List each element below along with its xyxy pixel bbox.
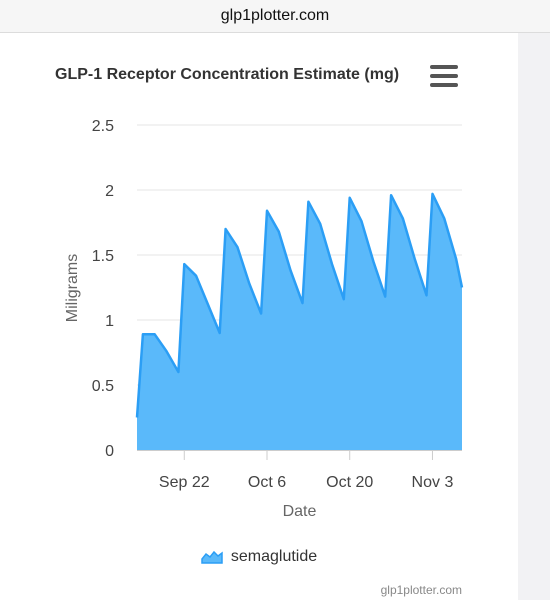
browser-address-bar[interactable]: glp1plotter.com xyxy=(0,0,550,33)
legend-item-semaglutide[interactable]: semaglutide xyxy=(0,548,518,566)
y-tick-label: 1.5 xyxy=(92,248,114,265)
url-text: glp1plotter.com xyxy=(220,7,330,24)
hamburger-menu-icon[interactable] xyxy=(430,65,458,87)
y-tick-label: 1 xyxy=(105,313,114,330)
x-tick-label: Nov 3 xyxy=(412,474,454,491)
menu-bar xyxy=(430,65,458,69)
y-tick-label: 2 xyxy=(105,183,114,200)
x-tick-label: Oct 20 xyxy=(326,474,373,491)
x-axis-title: Date xyxy=(283,503,317,520)
y-tick-label: 2.5 xyxy=(92,118,114,135)
chart-plot: 0 0.5 1 1.5 2 2.5 Sep 22 Oct 6 Oct 20 Nov 3 Date Mi… xyxy=(64,118,464,520)
y-axis-title: Miligrams xyxy=(64,254,81,322)
y-tick-label: 0.5 xyxy=(92,378,114,395)
series-area-semaglutide xyxy=(137,193,462,450)
menu-bar xyxy=(430,74,458,78)
menu-bar xyxy=(430,83,458,87)
x-tick-label: Sep 22 xyxy=(159,474,210,491)
y-tick-label: 0 xyxy=(105,443,114,460)
legend-label: semaglutide xyxy=(230,548,318,565)
x-tick-label: Oct 6 xyxy=(248,474,286,491)
page-side-margin xyxy=(518,33,550,600)
credit-text: glp1plotter.com xyxy=(380,583,462,597)
chart-title: GLP-1 Receptor Concentration Estimate (m… xyxy=(55,66,400,83)
series-line-semaglutide xyxy=(135,192,464,418)
legend-swatch-icon xyxy=(201,550,223,564)
